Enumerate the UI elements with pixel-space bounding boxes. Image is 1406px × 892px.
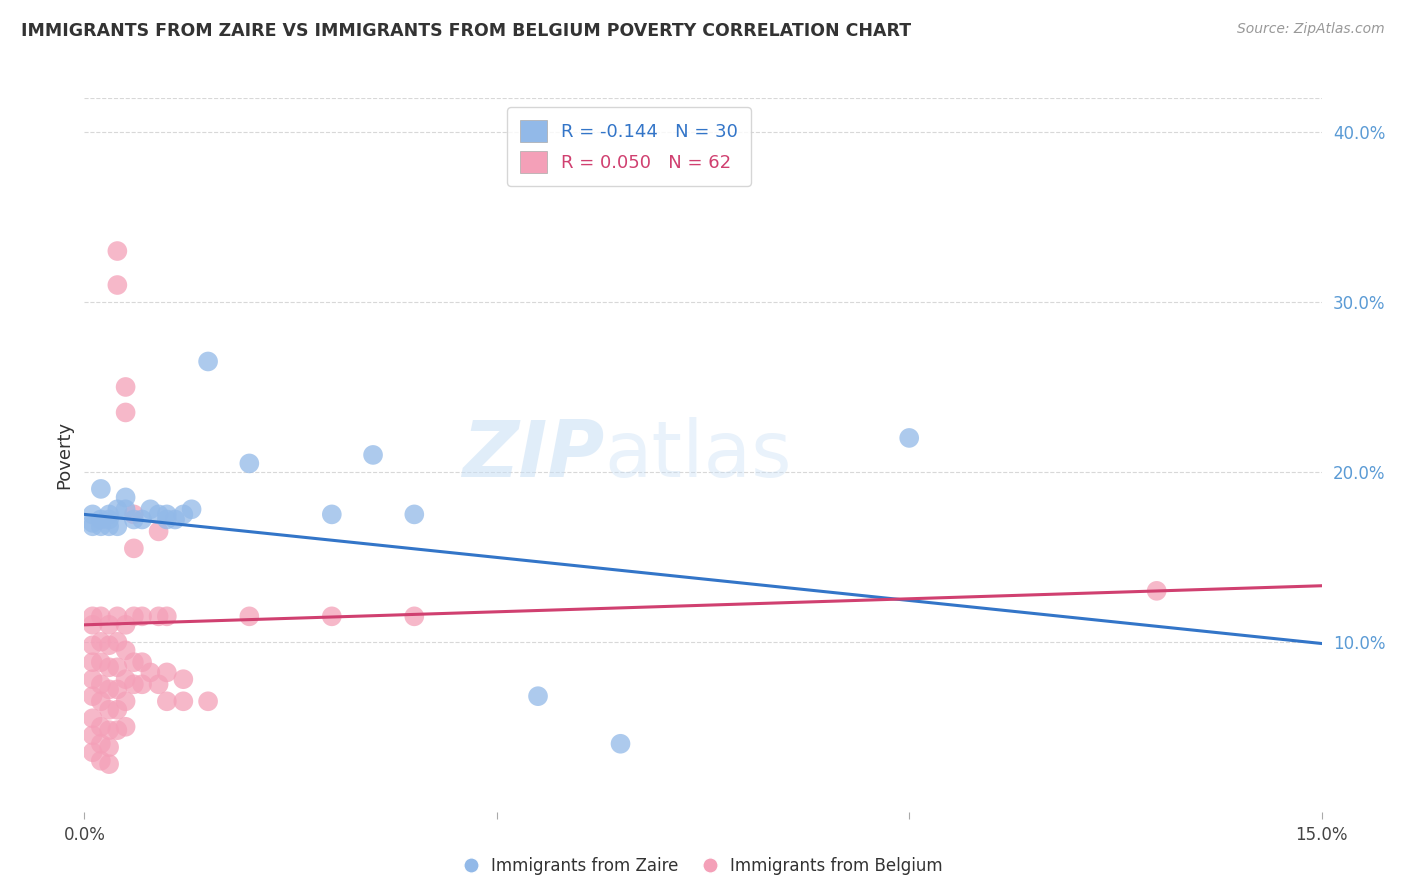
Point [105, 660, 128, 674]
Point [82, 745, 104, 759]
Point [98, 512, 121, 526]
Point [82, 516, 104, 530]
Point [148, 677, 170, 691]
Point [82, 638, 104, 652]
Point [122, 541, 145, 556]
Point [98, 638, 121, 652]
Point [90, 754, 112, 768]
Point [156, 665, 179, 680]
Point [122, 655, 145, 669]
Point [114, 720, 136, 734]
Point [98, 757, 121, 772]
Point [165, 512, 187, 526]
Point [114, 502, 136, 516]
Point [105, 635, 128, 649]
Point [131, 609, 153, 624]
Point [1146, 583, 1168, 598]
Point [122, 512, 145, 526]
Point [90, 482, 112, 496]
Point [98, 660, 121, 674]
Point [114, 617, 136, 632]
Point [82, 655, 104, 669]
Point [82, 711, 104, 725]
Point [114, 643, 136, 657]
Point [361, 448, 384, 462]
Point [122, 609, 145, 624]
Point [98, 740, 121, 755]
Point [105, 723, 128, 738]
Point [105, 502, 128, 516]
Point [114, 694, 136, 708]
Point [609, 737, 631, 751]
Point [197, 354, 219, 368]
Point [321, 508, 343, 522]
Point [105, 682, 128, 697]
Legend: R = -0.144   N = 30, R = 0.050   N = 62: R = -0.144 N = 30, R = 0.050 N = 62 [508, 107, 751, 186]
Point [82, 689, 104, 703]
Point [114, 491, 136, 505]
Point [82, 617, 104, 632]
Point [114, 405, 136, 419]
Point [139, 502, 162, 516]
Point [131, 677, 153, 691]
Point [114, 380, 136, 394]
Text: ZIP: ZIP [461, 417, 605, 493]
Point [105, 278, 128, 293]
Point [98, 519, 121, 533]
Point [156, 512, 179, 526]
Point [90, 635, 112, 649]
Text: IMMIGRANTS FROM ZAIRE VS IMMIGRANTS FROM BELGIUM POVERTY CORRELATION CHART: IMMIGRANTS FROM ZAIRE VS IMMIGRANTS FROM… [21, 22, 911, 40]
Point [90, 512, 112, 526]
Point [148, 508, 170, 522]
Point [156, 694, 179, 708]
Text: atlas: atlas [605, 417, 792, 493]
Point [98, 617, 121, 632]
Point [148, 609, 170, 624]
Point [82, 609, 104, 624]
Point [82, 519, 104, 533]
Point [122, 677, 145, 691]
Point [98, 723, 121, 738]
Point [131, 512, 153, 526]
Point [321, 609, 343, 624]
Text: Source: ZipAtlas.com: Source: ZipAtlas.com [1237, 22, 1385, 37]
Point [105, 703, 128, 717]
Point [105, 519, 128, 533]
Point [98, 703, 121, 717]
Point [82, 728, 104, 742]
Point [114, 672, 136, 686]
Y-axis label: Poverty: Poverty [55, 421, 73, 489]
Point [98, 682, 121, 697]
Point [90, 519, 112, 533]
Point [105, 244, 128, 258]
Point [90, 677, 112, 691]
Point [90, 655, 112, 669]
Point [404, 609, 426, 624]
Point [527, 689, 550, 703]
Point [131, 655, 153, 669]
Point [139, 665, 162, 680]
Point [148, 524, 170, 539]
Point [197, 694, 219, 708]
Point [98, 508, 121, 522]
Point [238, 457, 260, 471]
Point [172, 508, 194, 522]
Point [898, 431, 921, 445]
Point [82, 508, 104, 522]
Point [156, 609, 179, 624]
Point [90, 720, 112, 734]
Point [404, 508, 426, 522]
Point [156, 508, 179, 522]
Point [90, 694, 112, 708]
Point [122, 508, 145, 522]
Point [180, 502, 202, 516]
Point [90, 737, 112, 751]
Point [90, 609, 112, 624]
Point [238, 609, 260, 624]
Point [172, 672, 194, 686]
Point [105, 609, 128, 624]
Point [82, 672, 104, 686]
Point [172, 694, 194, 708]
Legend: Immigrants from Zaire, Immigrants from Belgium: Immigrants from Zaire, Immigrants from B… [456, 849, 950, 884]
